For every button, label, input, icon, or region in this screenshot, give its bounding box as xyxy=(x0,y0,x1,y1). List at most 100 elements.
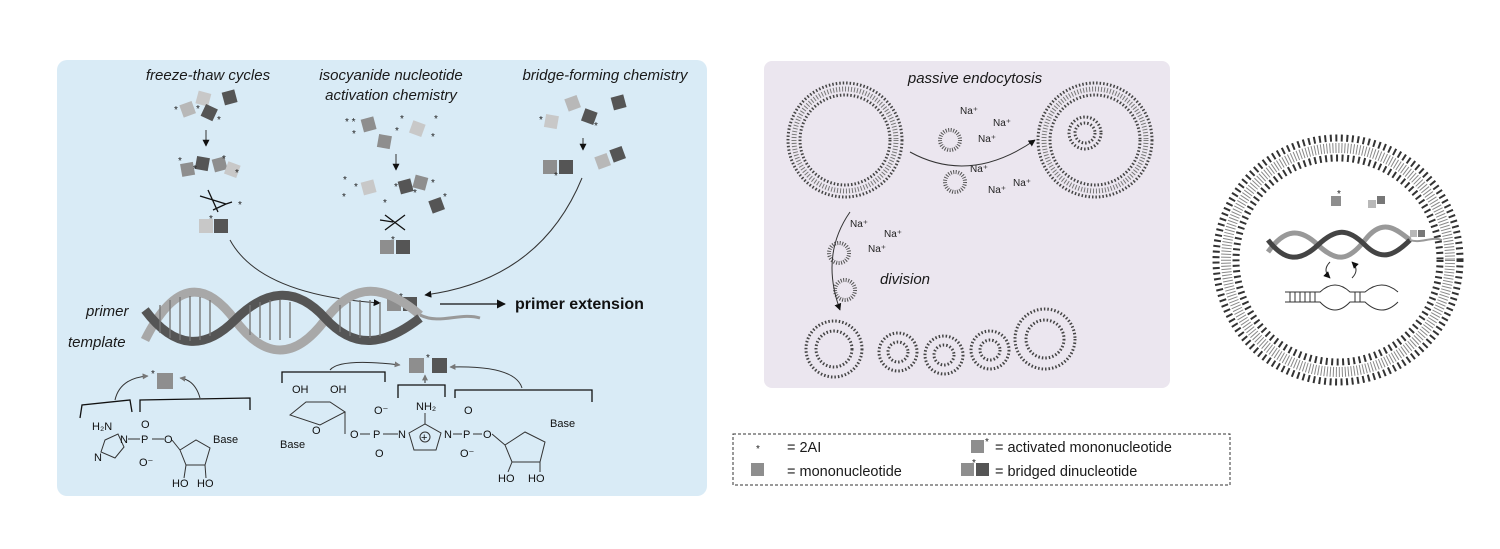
protocell: * xyxy=(1212,134,1464,386)
left-panel: freeze-thaw cycles isocyanide nucleotide… xyxy=(57,60,707,496)
svg-text:*: * xyxy=(434,114,438,125)
svg-text:Na⁺: Na⁺ xyxy=(960,106,978,117)
middle-panel: passive endocytosis division Na⁺ Na⁺ Na⁺ xyxy=(764,61,1170,388)
svg-text:N: N xyxy=(398,429,406,441)
svg-text:*: * xyxy=(209,214,213,225)
svg-text:*: * xyxy=(217,115,221,126)
legend-activated-icon xyxy=(971,440,984,453)
svg-text:O⁻: O⁻ xyxy=(374,405,389,417)
svg-text:Base: Base xyxy=(213,434,238,446)
endocytosis-arrow xyxy=(909,139,1036,167)
arrow-col3-to-dinucleotide xyxy=(424,177,583,298)
svg-text:*: * xyxy=(426,353,430,364)
isocyanide-label-line1: isocyanide nucleotide xyxy=(319,67,462,84)
legend-activated-label: = activated mononucleotide xyxy=(995,440,1172,456)
svg-text:P: P xyxy=(463,429,470,441)
svg-text:O: O xyxy=(312,425,321,437)
svg-text:HO: HO xyxy=(528,473,545,485)
daughter-vesicles xyxy=(804,307,1077,379)
svg-text:*: * xyxy=(594,121,598,132)
svg-text:*: * xyxy=(343,175,347,186)
large-vesicle-left xyxy=(786,81,904,199)
svg-text:*: * xyxy=(196,104,200,115)
svg-text:NH₂: NH₂ xyxy=(416,401,436,413)
freeze-thaw-label: freeze-thaw cycles xyxy=(146,67,271,84)
svg-text:Na⁺: Na⁺ xyxy=(884,229,902,240)
micelles xyxy=(827,128,967,302)
template-label: template xyxy=(68,334,126,351)
svg-text:N: N xyxy=(94,452,102,464)
svg-text:OH: OH xyxy=(292,384,309,396)
svg-text:OH: OH xyxy=(330,384,347,396)
svg-text:O: O xyxy=(483,429,492,441)
svg-text:H₂N: H₂N xyxy=(92,421,112,433)
legend-mono-icon xyxy=(751,463,764,476)
legend-bridged-label: = bridged dinucleotide xyxy=(995,464,1137,480)
bridge-forming-label: bridge-forming chemistry xyxy=(522,67,689,84)
bridged-dinucleotide-structure: OH OH O Base O P O⁻ O N + NH₂ N P O O⁻ O xyxy=(280,384,575,485)
svg-text:*: * xyxy=(235,168,239,179)
svg-text:*: * xyxy=(222,154,226,165)
primer-label: primer xyxy=(85,303,130,320)
svg-text:*: * xyxy=(383,198,387,209)
svg-text:Na⁺: Na⁺ xyxy=(970,164,988,175)
svg-text:HO: HO xyxy=(498,473,515,485)
svg-text:*: * xyxy=(431,178,435,189)
svg-text:Na⁺: Na⁺ xyxy=(850,219,868,230)
svg-text:Na⁺: Na⁺ xyxy=(993,118,1011,129)
svg-text:*: * xyxy=(443,192,447,203)
legend-bridged-icon xyxy=(961,463,974,476)
svg-text:*: * xyxy=(972,458,976,469)
svg-text:Base: Base xyxy=(280,439,305,451)
middle-panel-background xyxy=(764,61,1170,388)
svg-text:*: * xyxy=(354,182,358,193)
passive-endocytosis-label: passive endocytosis xyxy=(907,70,1043,87)
division-arrow xyxy=(831,211,851,311)
svg-text:P: P xyxy=(373,429,380,441)
svg-text:O: O xyxy=(141,419,150,431)
svg-text:*: * xyxy=(395,126,399,137)
svg-text:*: * xyxy=(151,369,155,380)
svg-text:O: O xyxy=(350,429,359,441)
svg-text:*: * xyxy=(174,105,178,116)
bridge-forming-nucleotides: * * * xyxy=(539,94,627,182)
svg-text:N: N xyxy=(120,434,128,446)
svg-text:*: * xyxy=(554,171,558,182)
svg-text:Na⁺: Na⁺ xyxy=(988,185,1006,196)
legend-mono-label: = mononucleotide xyxy=(787,464,902,480)
legend-star-label: = 2AI xyxy=(787,440,821,456)
svg-text:P: P xyxy=(141,434,148,446)
svg-text:HO: HO xyxy=(197,478,214,490)
svg-text:*: * xyxy=(193,164,197,175)
svg-text:*: * xyxy=(413,188,417,199)
svg-text:*: * xyxy=(342,192,346,203)
svg-text:*: * xyxy=(352,129,356,140)
svg-text:* *: * * xyxy=(345,117,356,128)
legend-box xyxy=(732,433,1231,486)
svg-text:O: O xyxy=(375,448,384,460)
svg-text:N: N xyxy=(444,429,452,441)
svg-text:+: + xyxy=(421,432,427,444)
svg-text:Na⁺: Na⁺ xyxy=(978,134,996,145)
legend-star-icon: * xyxy=(756,444,760,455)
svg-text:Na⁺: Na⁺ xyxy=(868,244,886,255)
svg-text:HO: HO xyxy=(172,478,189,490)
svg-text:*: * xyxy=(391,235,395,246)
svg-text:Base: Base xyxy=(550,418,575,430)
svg-text:*: * xyxy=(400,114,404,125)
svg-text:*: * xyxy=(539,115,543,126)
svg-text:*: * xyxy=(238,200,242,211)
activated-mononucleotide-structure: H₂N N N P O O⁻ O Base HO HO xyxy=(92,419,238,490)
protocell-dna xyxy=(1265,224,1443,260)
sodium-ions: Na⁺ Na⁺ Na⁺ Na⁺ Na⁺ Na⁺ Na⁺ Na⁺ Na⁺ xyxy=(850,106,1031,255)
left-panel-background xyxy=(57,60,707,496)
svg-text:Na⁺: Na⁺ xyxy=(1013,178,1031,189)
svg-text:*: * xyxy=(1337,189,1341,200)
division-label: division xyxy=(880,271,930,288)
svg-text:O⁻: O⁻ xyxy=(460,448,475,460)
svg-text:*: * xyxy=(178,156,182,167)
svg-text:O⁻: O⁻ xyxy=(139,457,154,469)
large-vesicle-right xyxy=(1036,81,1154,199)
protocell-ribozyme xyxy=(1285,284,1399,311)
svg-text:*: * xyxy=(985,437,989,448)
